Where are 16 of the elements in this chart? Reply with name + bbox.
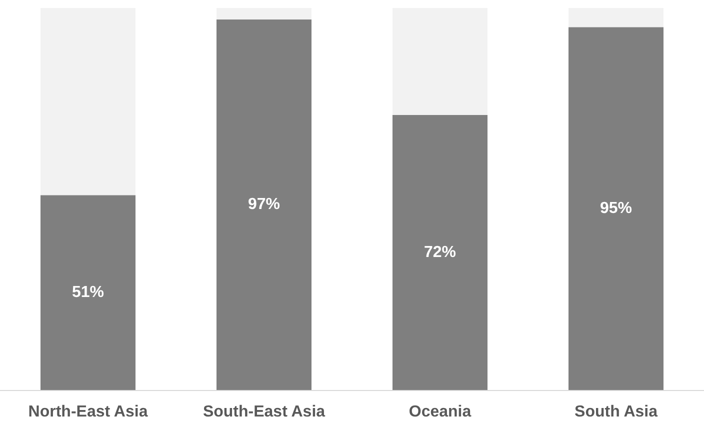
data-label: 51% [72,284,104,302]
data-label: 97% [248,196,280,214]
bar [392,8,488,115]
data-label: 95% [600,200,632,218]
bar [40,195,136,390]
x-tick-label: Oceania [408,404,472,420]
bar [568,8,664,28]
x-tick-label: South-East Asia [202,404,326,420]
x-tick-label: North-East Asia [28,404,148,420]
data-label: 72% [424,244,456,261]
bar [40,8,136,196]
bar [216,19,312,390]
bar [568,27,664,390]
bar [392,114,488,390]
x-tick-label: South Asia [574,404,658,420]
bar [216,8,312,20]
